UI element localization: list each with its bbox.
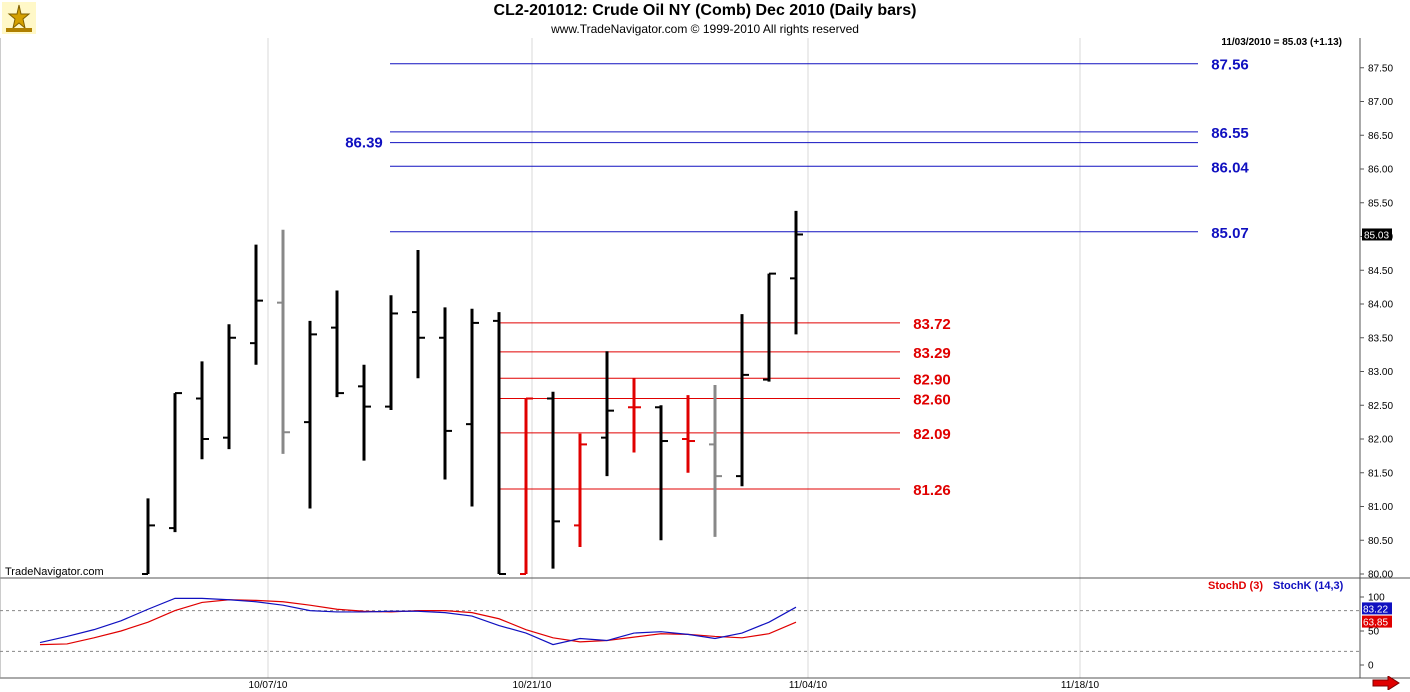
price-tick-label: 82.50 [1368,401,1393,412]
price-tick-label: 87.50 [1368,63,1393,74]
legend-stoch-k: StochK (14,3) [1273,580,1344,592]
chart-frame [0,38,1410,679]
price-tick-label: 81.50 [1368,468,1393,479]
support-label: 83.72 [913,316,951,333]
scroll-right-arrow-icon[interactable] [1372,676,1400,690]
stoch-tick-label: 50 [1368,627,1380,638]
stoch-d-last-label: 63.85 [1363,618,1388,629]
price-tick-label: 86.00 [1368,165,1393,176]
support-label: 82.09 [913,426,951,443]
ohlc-bar [682,395,695,473]
price-tick-label: 81.00 [1368,502,1393,513]
price-tick-label: 85.50 [1368,198,1393,209]
ohlc-bar [655,405,668,541]
ohlc-bars [142,210,803,575]
legend-stoch-d: StochD (3) [1208,580,1263,592]
ohlc-bar [736,314,749,487]
date-tick-label: 11/18/10 [1061,680,1100,691]
axes: 80.00 80.50 81.00 81.50 82.00 82.50 83.00 83.50… [249,63,1394,691]
ohlc-bar [790,210,803,335]
price-tick-label: 84.50 [1368,266,1393,277]
resistance-label: 86.55 [1211,125,1249,142]
ohlc-bar [574,433,587,547]
trade-navigator-logo-icon[interactable] [2,2,36,34]
ohlc-bar [250,244,263,365]
price-tick-label: 83.50 [1368,333,1393,344]
support-label: 82.60 [913,392,951,409]
stoch-k-last-box [1362,602,1392,615]
stoch-d-last-box [1362,615,1392,628]
copyright-subtitle: www.TradeNavigator.com © 1999-2010 All r… [551,22,859,36]
price-grid [267,38,1081,678]
ohlc-bar [223,324,236,450]
stoch-k-last-label: 83.22 [1363,604,1388,615]
ohlc-bar [196,361,209,460]
ohlc-bar [547,391,560,569]
support-label: 83.29 [913,345,951,362]
chart-title: CL2-201012: Crude Oil NY (Comb) Dec 2010… [493,2,917,19]
ohlc-bar [466,308,479,507]
ohlc-bar [493,312,506,575]
ohlc-bar [277,229,290,454]
ohlc-bar [601,351,614,477]
stoch-k-line [39,597,797,646]
stoch-tick-label: 0 [1368,661,1374,672]
ohlc-bar [169,392,182,533]
price-tick-label: 82.00 [1368,435,1393,446]
stoch-tick-label: 100 [1368,593,1385,604]
resistance-label: 85.07 [1211,225,1249,242]
date-tick-label: 10/07/10 [249,680,288,691]
ohlc-bar [439,307,452,480]
price-tick-label: 80.50 [1368,536,1393,547]
ohlc-bar [763,272,776,382]
price-tick-label: 84.00 [1368,300,1393,311]
price-tick-label: 83.00 [1368,367,1393,378]
price-tick-label: 87.00 [1368,97,1393,108]
ohlc-bar [304,320,317,509]
ohlc-bar [331,290,344,398]
last-price-label: 85.03 [1364,230,1389,241]
last-price-readout: 11/03/2010 = 85.03 (+1.13) [1221,37,1342,48]
date-tick-label: 10/21/10 [513,680,552,691]
date-tick-label: 11/04/10 [789,680,828,691]
price-levels: 87.56 86.55 86.39 86.04 85.07 83.72 83.29 82.90… [345,57,1249,499]
ohlc-bar [385,295,398,410]
ohlc-bar [142,498,155,575]
ohlc-bar [358,364,371,461]
ohlc-bar [412,250,425,379]
watermark-text: TradeNavigator.com [5,566,104,578]
ohlc-bar [520,397,533,575]
stoch-d-line [39,599,797,646]
ohlc-bar [709,385,722,537]
resistance-label: 87.56 [1211,57,1249,74]
support-label: 81.26 [913,482,951,499]
ohlc-bar [628,378,641,453]
last-price-box [1362,228,1392,241]
price-tick-label: 80.00 [1368,570,1393,581]
price-tick-label: 86.50 [1368,131,1393,142]
resistance-label: 86.04 [1211,159,1249,176]
resistance-label: 86.39 [345,135,383,152]
support-label: 82.90 [913,371,951,388]
